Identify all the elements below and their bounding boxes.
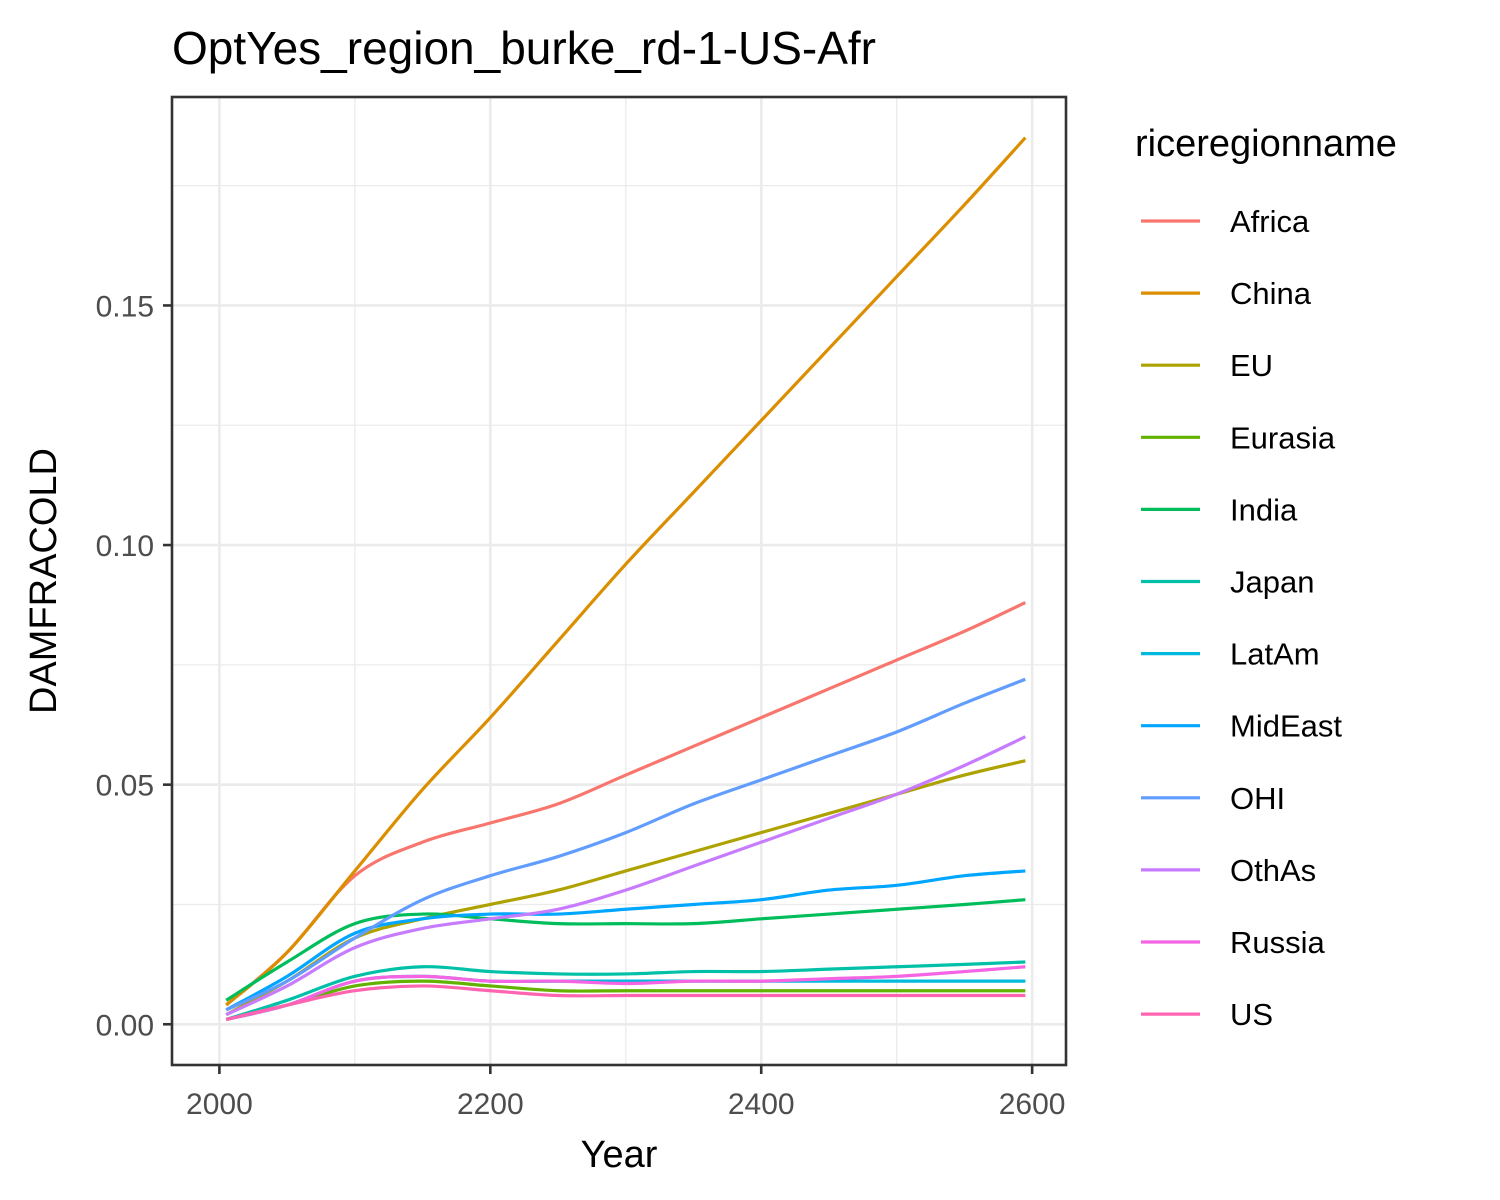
y-tick-label: 0.05 xyxy=(96,770,154,803)
legend-title: riceregionname xyxy=(1135,123,1397,165)
series-line-eurasia xyxy=(225,979,1026,1022)
series-line-mideast xyxy=(225,869,1026,1012)
legend-label: US xyxy=(1230,997,1273,1032)
series-line-russia xyxy=(225,965,1026,1022)
series-line-africa xyxy=(225,601,1027,1007)
legend-item-africa: Africa xyxy=(1141,204,1310,239)
legend-label: China xyxy=(1230,276,1312,311)
x-axis-title: Year xyxy=(581,1134,658,1176)
legend-item-latam: LatAm xyxy=(1141,637,1320,672)
legend-item-us: US xyxy=(1141,997,1273,1032)
x-axis-ticks: 2000 2200 2400 2600 xyxy=(186,1065,1066,1121)
legend-items: Africa China EU Eurasia India Japan LatAm MidEa… xyxy=(1141,204,1342,1032)
series-line-us xyxy=(225,984,1026,1022)
y-tick-label: 0.15 xyxy=(96,290,154,323)
legend-label: MidEast xyxy=(1230,709,1342,744)
chart-title: OptYes_region_burke_rd-1-US-Afr xyxy=(172,22,876,74)
legend-label: LatAm xyxy=(1230,637,1320,672)
legend-item-mideast: MidEast xyxy=(1141,709,1342,744)
y-tick-label: 0.00 xyxy=(96,1009,154,1042)
series-lines xyxy=(225,136,1027,1022)
legend-item-eu: EU xyxy=(1141,348,1273,383)
legend-label: Eurasia xyxy=(1230,420,1336,455)
legend-label: Africa xyxy=(1230,204,1310,239)
major-gridlines xyxy=(172,97,1066,1065)
series-line-japan xyxy=(225,960,1026,1022)
legend-label: India xyxy=(1230,492,1298,527)
legend-item-ohi: OHI xyxy=(1141,781,1285,816)
series-line-china xyxy=(225,136,1027,1007)
y-axis-title: DAMFRACOLD xyxy=(23,448,65,714)
y-tick-label: 0.10 xyxy=(96,530,154,563)
plot-panel-border xyxy=(170,95,1068,1067)
legend-item-othas: OthAs xyxy=(1141,853,1316,888)
x-tick-label: 2000 xyxy=(186,1088,253,1121)
legend-label: Russia xyxy=(1230,925,1326,960)
legend-item-india: India xyxy=(1141,492,1298,527)
legend-label: EU xyxy=(1230,348,1273,383)
series-line-ohi xyxy=(225,677,1026,1012)
series-line-india xyxy=(225,898,1026,1002)
legend-item-japan: Japan xyxy=(1141,565,1314,600)
x-tick-label: 2200 xyxy=(457,1088,524,1121)
y-axis-ticks: 0.00 0.05 0.10 0.15 xyxy=(96,290,172,1042)
legend: riceregionname Africa China EU Eurasia India… xyxy=(1135,123,1397,1032)
legend-label: Japan xyxy=(1230,565,1314,600)
legend-item-china: China xyxy=(1141,276,1312,311)
legend-label: OthAs xyxy=(1230,853,1316,888)
series-line-othas xyxy=(225,735,1027,1017)
legend-item-eurasia: Eurasia xyxy=(1141,420,1336,455)
x-tick-label: 2400 xyxy=(728,1088,795,1121)
legend-item-russia: Russia xyxy=(1141,925,1326,960)
x-tick-label: 2600 xyxy=(999,1088,1066,1121)
legend-label: OHI xyxy=(1230,781,1285,816)
minor-gridlines xyxy=(172,97,1066,1065)
